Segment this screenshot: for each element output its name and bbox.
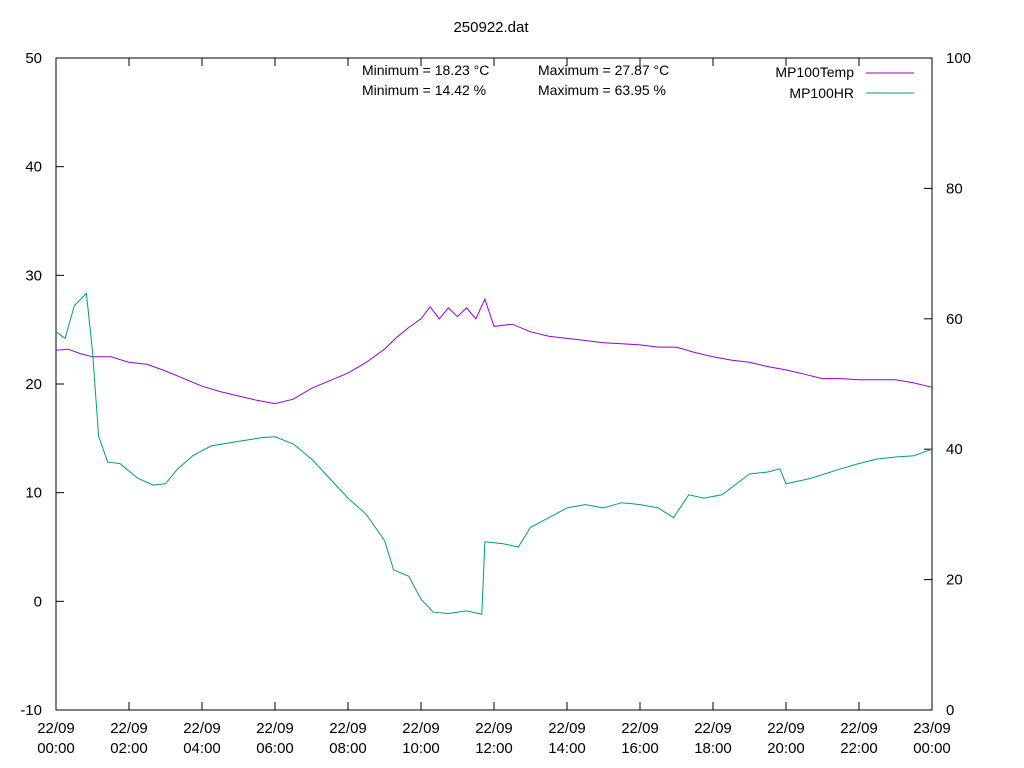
y1-tick-label: 40 — [25, 159, 42, 176]
y1-axis: -10 0 10 20 30 40 50 — [20, 50, 64, 719]
x-tick-label-date: 22/09 — [329, 720, 367, 737]
x-tick-label-time: 10:00 — [402, 740, 440, 757]
x-tick-label-date: 22/09 — [37, 720, 75, 737]
temp-minimum-annotation: Minimum = 18.23 °C — [362, 62, 489, 78]
x-tick-label-time: 14:00 — [548, 740, 586, 757]
legend: MP100Temp MP100HR — [775, 64, 914, 101]
x-tick-label-date: 22/09 — [548, 720, 586, 737]
x-tick-label-time: 04:00 — [183, 740, 221, 757]
y2-tick-label: 100 — [946, 50, 971, 67]
stats-annotations: Minimum = 18.23 °C Maximum = 27.87 °C Mi… — [362, 62, 669, 98]
x-tick-label-date: 22/09 — [256, 720, 294, 737]
x-tick-label-time: 00:00 — [913, 740, 951, 757]
x-tick-label-date: 22/09 — [767, 720, 805, 737]
x-tick-label-time: 20:00 — [767, 740, 805, 757]
x-tick-label-date: 23/09 — [913, 720, 951, 737]
x-tick-label-time: 06:00 — [256, 740, 294, 757]
y2-tick-label: 60 — [946, 311, 963, 328]
x-tick-label-date: 22/09 — [621, 720, 659, 737]
x-axis: 22/09 00:00 22/09 02:00 22/09 04:00 22/09 06:00… — [37, 58, 951, 757]
y1-tick-label: 50 — [25, 50, 42, 67]
y1-tick-label: 0 — [34, 593, 42, 610]
chart-title: 250922.dat — [453, 19, 529, 36]
hr-maximum-annotation: Maximum = 63.95 % — [538, 82, 666, 98]
y1-tick-label: 20 — [25, 376, 42, 393]
y2-tick-label: 80 — [946, 180, 963, 197]
x-tick-label-date: 22/09 — [475, 720, 513, 737]
temp-maximum-annotation: Maximum = 27.87 °C — [538, 62, 669, 78]
y2-axis: 0 20 40 60 80 100 — [924, 50, 971, 719]
x-tick-label-time: 18:00 — [694, 740, 732, 757]
x-tick-label-time: 02:00 — [110, 740, 148, 757]
series-line-mp100temp — [55, 297, 933, 405]
x-tick-label-date: 22/09 — [110, 720, 148, 737]
x-tick-label-time: 16:00 — [621, 740, 659, 757]
y1-tick-label: 10 — [25, 485, 42, 502]
x-tick-label-date: 22/09 — [402, 720, 440, 737]
y2-tick-label: 0 — [946, 702, 954, 719]
legend-label-mp100hr: MP100HR — [789, 85, 854, 101]
x-tick-label-time: 22:00 — [840, 740, 878, 757]
y1-tick-label: -10 — [20, 702, 42, 719]
legend-label-mp100temp: MP100Temp — [775, 64, 854, 80]
x-tick-label-date: 22/09 — [694, 720, 732, 737]
y2-tick-label: 40 — [946, 441, 963, 458]
x-tick-label-time: 08:00 — [329, 740, 367, 757]
x-tick-label-date: 22/09 — [183, 720, 221, 737]
x-tick-label-date: 22/09 — [840, 720, 878, 737]
y2-tick-label: 20 — [946, 572, 963, 589]
x-tick-label-time: 12:00 — [475, 740, 513, 757]
series-line-mp100hr — [55, 292, 933, 615]
y1-tick-label: 30 — [25, 267, 42, 284]
hr-minimum-annotation: Minimum = 14.42 % — [362, 82, 486, 98]
series-layer — [55, 292, 933, 615]
x-tick-label-time: 00:00 — [37, 740, 75, 757]
